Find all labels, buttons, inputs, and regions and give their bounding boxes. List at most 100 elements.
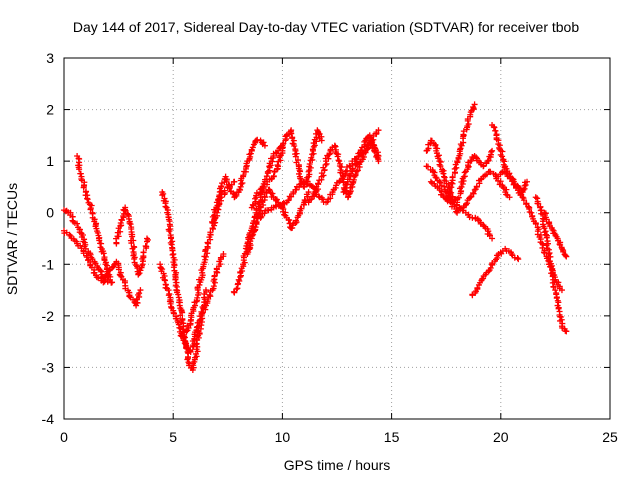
data-point-fill [268, 204, 275, 211]
data-point-fill [347, 170, 354, 177]
data-point-fill [361, 138, 368, 145]
data-point-fill [252, 224, 259, 231]
data-point-fill [269, 190, 276, 197]
data-point-fill [440, 170, 447, 177]
data-point-fill [335, 157, 342, 164]
data-point-fill [88, 254, 95, 261]
data-point-fill [245, 249, 252, 256]
data-point-fill [457, 205, 464, 212]
data-point-fill [261, 193, 268, 200]
data-point-fill [480, 273, 487, 280]
data-point-fill [73, 220, 80, 227]
data-points [61, 101, 570, 374]
data-point-fill [301, 197, 308, 204]
data-point-fill [334, 179, 341, 186]
y-tick-label: -3 [42, 359, 55, 375]
data-point-fill [193, 346, 200, 353]
data-point-fill [166, 228, 173, 235]
series-track-22 [532, 194, 570, 335]
data-point-fill [261, 210, 268, 217]
data-point-fill [316, 135, 323, 142]
data-point-fill [184, 322, 191, 329]
data-point-fill [230, 178, 237, 185]
x-axis-label: GPS time / hours [284, 457, 391, 473]
data-point [427, 178, 434, 185]
x-tick-label: 15 [384, 429, 400, 445]
data-point-fill [273, 196, 280, 203]
data-point [137, 287, 144, 294]
data-point-fill [88, 202, 95, 209]
data-point-fill [357, 159, 364, 166]
data-point-fill [237, 183, 244, 190]
data-point-fill [199, 269, 206, 276]
data-point-fill [545, 246, 552, 253]
data-point-fill [473, 154, 480, 161]
data-point-fill [474, 215, 481, 222]
data-point-fill [500, 161, 507, 168]
y-tick-label: 3 [46, 50, 54, 66]
data-point-fill [454, 159, 461, 166]
data-point-fill [444, 198, 451, 205]
data-point-fill [263, 181, 270, 188]
data-point-fill [323, 160, 330, 167]
data-point-fill [201, 253, 208, 260]
data-point-fill [509, 177, 516, 184]
data-point-fill [84, 196, 91, 203]
data-point-fill [543, 234, 550, 241]
series-track-20 [489, 122, 531, 196]
data-point-fill [481, 223, 488, 230]
data-point-fill [288, 130, 295, 137]
data-point-fill [549, 273, 556, 280]
data-point-fill [368, 138, 375, 145]
data-point-fill [250, 231, 257, 238]
data-point-fill [510, 181, 517, 188]
series-track-14 [340, 132, 382, 196]
data-point-fill [168, 234, 175, 241]
data-point-fill [118, 273, 125, 280]
data-point-fill [95, 274, 102, 281]
data-point-fill [159, 192, 166, 199]
y-tick-label: 0 [46, 205, 54, 221]
data-point-fill [290, 220, 297, 227]
data-point-fill [177, 325, 184, 332]
data-point-fill [292, 153, 299, 160]
data-point-fill [553, 233, 560, 240]
data-point-fill [318, 176, 325, 183]
data-point-fill [300, 178, 307, 185]
data-point-fill [243, 242, 250, 249]
axis-ticks: 0 5 10 15 20 25 -4 -3 -2 -1 0 1 2 3 [42, 50, 618, 445]
data-point-fill [107, 273, 114, 280]
data-point-fill [296, 184, 303, 191]
data-point-fill [549, 226, 556, 233]
data-point-fill [95, 264, 102, 271]
data-point-fill [310, 190, 317, 197]
data-point-fill [540, 223, 547, 230]
data-point-fill [437, 163, 444, 170]
data-point-fill [243, 160, 250, 167]
data-point-fill [177, 332, 184, 339]
data-point-fill [96, 237, 103, 244]
series-track-4 [113, 204, 151, 278]
series-track-16 [423, 163, 496, 242]
data-point-fill [543, 242, 550, 249]
data-point-fill [274, 162, 281, 169]
data-point [515, 256, 522, 263]
data-point-fill [139, 262, 146, 269]
data-point-fill [562, 327, 569, 334]
data-point-fill [491, 124, 498, 131]
data-point-fill [195, 289, 202, 296]
data-point-fill [177, 312, 184, 319]
data-point-fill [535, 200, 542, 207]
data-point-fill [115, 233, 122, 240]
data-point-fill [329, 191, 336, 198]
data-point-fill [514, 187, 521, 194]
data-point-fill [175, 291, 182, 298]
data-point-fill [223, 178, 230, 185]
data-point-fill [322, 161, 329, 168]
data-point-fill [306, 160, 313, 167]
data-point-fill [338, 164, 345, 171]
data-point-fill [247, 150, 254, 157]
data-point-fill [562, 252, 569, 259]
data-point-fill [308, 154, 315, 161]
data-point-fill [128, 240, 135, 247]
